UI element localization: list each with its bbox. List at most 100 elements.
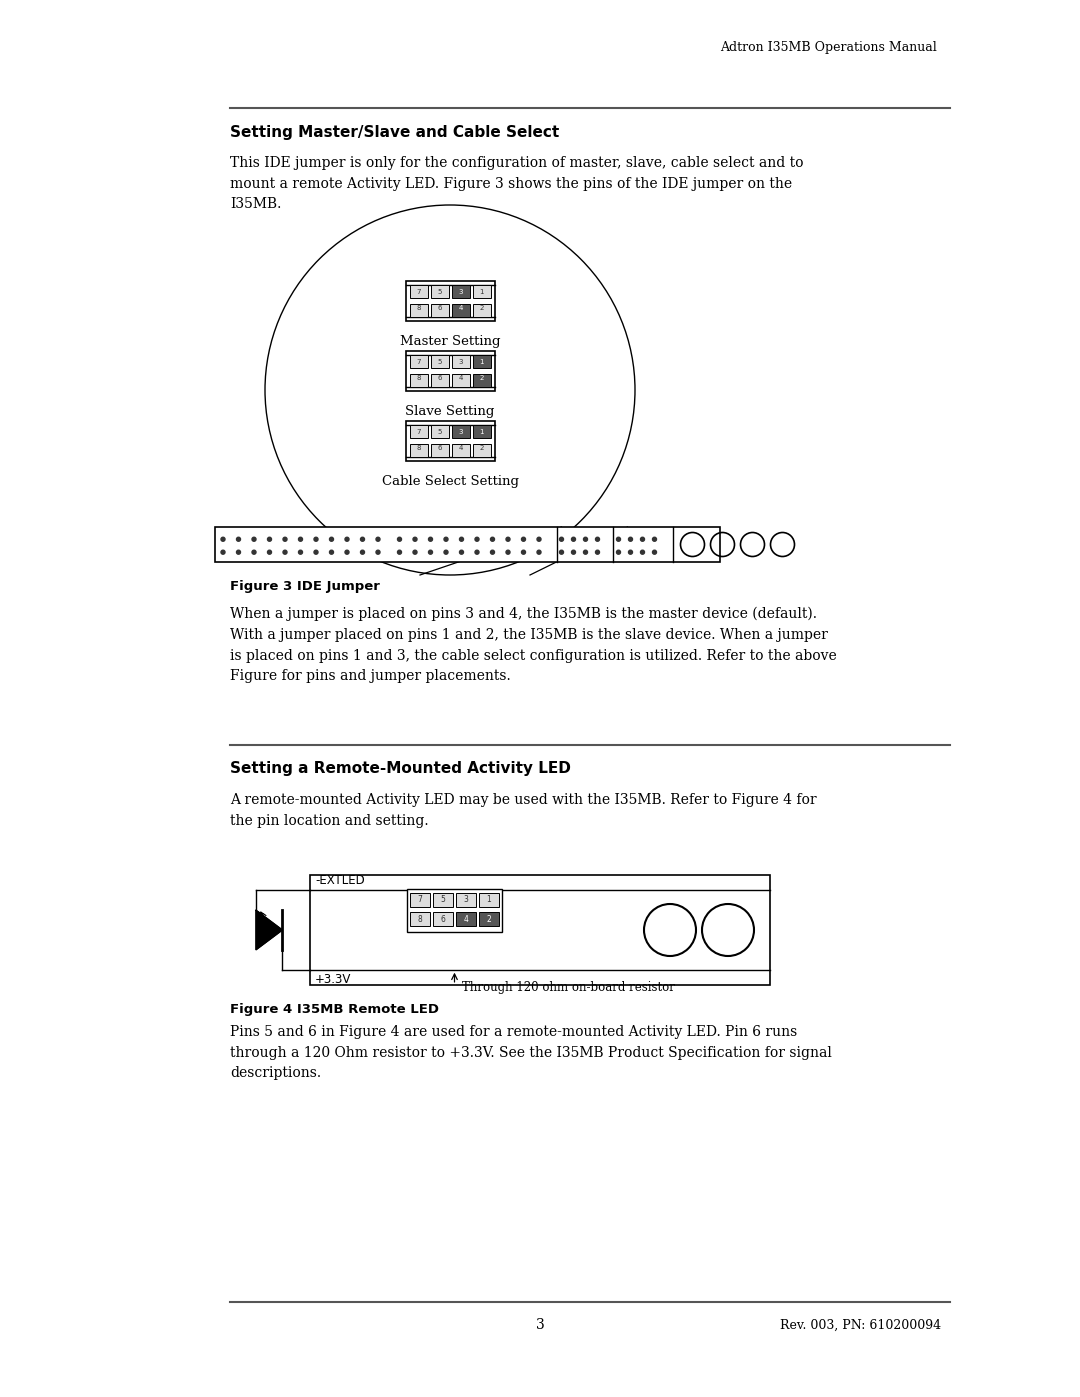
Circle shape (583, 550, 588, 555)
Bar (409, 444, 428, 457)
Text: 7: 7 (418, 895, 422, 904)
Text: 4: 4 (458, 306, 462, 312)
Bar (405, 351, 495, 391)
Circle shape (507, 550, 510, 555)
Bar (310, 875, 770, 985)
Circle shape (268, 538, 271, 541)
Text: 3: 3 (458, 359, 462, 365)
Bar (456, 912, 476, 926)
Circle shape (298, 538, 302, 541)
Text: 1: 1 (480, 359, 484, 365)
Circle shape (522, 538, 526, 541)
Text: 3: 3 (458, 429, 462, 434)
Text: 1: 1 (480, 429, 484, 434)
Circle shape (652, 538, 657, 541)
Circle shape (595, 550, 599, 555)
Text: 5: 5 (437, 359, 442, 365)
Circle shape (268, 550, 271, 555)
Bar (410, 893, 430, 907)
Circle shape (252, 550, 256, 555)
Bar (473, 305, 490, 317)
Text: 6: 6 (437, 446, 442, 451)
Text: 7: 7 (416, 429, 421, 434)
Bar (409, 355, 428, 367)
Text: 2: 2 (480, 446, 484, 451)
Circle shape (345, 538, 349, 541)
Circle shape (221, 538, 225, 541)
Bar (433, 893, 453, 907)
Bar (451, 444, 470, 457)
Bar (405, 281, 495, 321)
Text: 2: 2 (487, 915, 491, 923)
Circle shape (283, 550, 287, 555)
Circle shape (361, 538, 365, 541)
Text: 5: 5 (441, 895, 445, 904)
Circle shape (314, 538, 318, 541)
Text: Adtron I35MB Operations Manual: Adtron I35MB Operations Manual (720, 42, 936, 54)
Text: -EXTLED: -EXTLED (315, 875, 365, 887)
Bar (409, 305, 428, 317)
Bar (407, 888, 502, 932)
Circle shape (490, 538, 495, 541)
Polygon shape (256, 911, 282, 950)
Bar (431, 305, 448, 317)
Bar (473, 285, 490, 298)
Text: 5: 5 (437, 289, 442, 295)
Text: Setting a Remote-Mounted Activity LED: Setting a Remote-Mounted Activity LED (230, 760, 571, 775)
Circle shape (283, 538, 287, 541)
Circle shape (397, 550, 402, 555)
Bar (451, 374, 470, 387)
Circle shape (413, 538, 417, 541)
Text: 3: 3 (463, 895, 469, 904)
Text: A remote-mounted Activity LED may be used with the I35MB. Refer to Figure 4 for
: A remote-mounted Activity LED may be use… (230, 793, 816, 827)
Text: 1: 1 (487, 895, 491, 904)
Circle shape (345, 550, 349, 555)
Circle shape (444, 550, 448, 555)
Text: 6: 6 (437, 306, 442, 312)
Bar (410, 912, 430, 926)
Text: 6: 6 (441, 915, 445, 923)
Text: 8: 8 (416, 446, 421, 451)
Text: 5: 5 (437, 429, 442, 434)
Text: Pins 5 and 6 in Figure 4 are used for a remote-mounted Activity LED. Pin 6 runs
: Pins 5 and 6 in Figure 4 are used for a … (230, 1025, 832, 1080)
Circle shape (583, 538, 588, 541)
Bar (480, 912, 499, 926)
Text: Setting Master/Slave and Cable Select: Setting Master/Slave and Cable Select (230, 124, 559, 140)
Circle shape (221, 550, 225, 555)
Text: 2: 2 (480, 376, 484, 381)
Circle shape (571, 538, 576, 541)
Text: 4: 4 (458, 376, 462, 381)
Circle shape (252, 538, 256, 541)
Text: Slave Setting: Slave Setting (405, 405, 495, 418)
Circle shape (237, 550, 241, 555)
Text: 7: 7 (416, 289, 421, 295)
Circle shape (475, 550, 480, 555)
Circle shape (617, 538, 621, 541)
Text: 3: 3 (458, 289, 462, 295)
Circle shape (475, 538, 480, 541)
Circle shape (507, 538, 510, 541)
Bar (480, 893, 499, 907)
Bar (473, 374, 490, 387)
Text: 6: 6 (437, 376, 442, 381)
Circle shape (629, 538, 633, 541)
Circle shape (329, 550, 334, 555)
Text: 1: 1 (480, 289, 484, 295)
Circle shape (237, 538, 241, 541)
Circle shape (640, 550, 645, 555)
Bar (431, 285, 448, 298)
Bar (431, 425, 448, 439)
Bar (431, 374, 448, 387)
Bar (456, 893, 476, 907)
Bar (405, 420, 495, 461)
Circle shape (429, 538, 432, 541)
Circle shape (376, 538, 380, 541)
Bar (431, 444, 448, 457)
Text: Cable Select Setting: Cable Select Setting (381, 475, 518, 488)
Text: Figure 3 IDE Jumper: Figure 3 IDE Jumper (230, 580, 380, 592)
Circle shape (376, 550, 380, 555)
Text: 8: 8 (418, 915, 422, 923)
Bar (409, 285, 428, 298)
Circle shape (459, 538, 463, 541)
Circle shape (298, 550, 302, 555)
